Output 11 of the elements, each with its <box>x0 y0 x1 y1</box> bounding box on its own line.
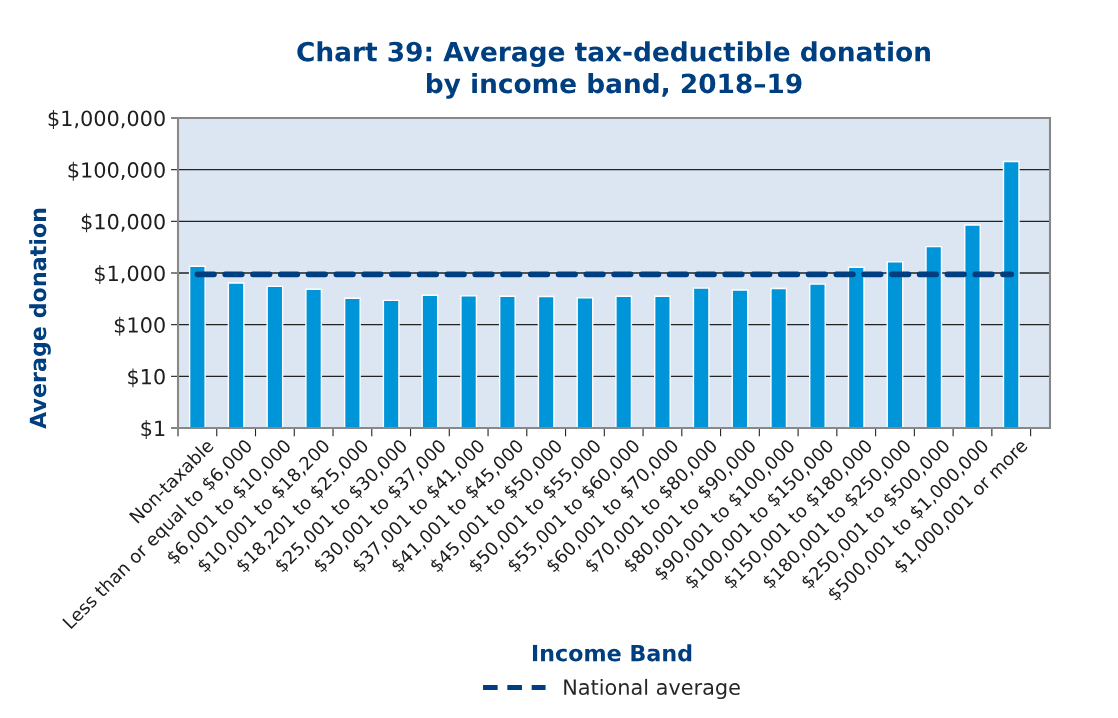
y-tick-label: $100 <box>114 316 165 336</box>
y-tick-label: $1,000,000 <box>48 110 165 129</box>
y-axis-title: Average donation <box>29 208 51 429</box>
chart-title: Chart 39: Average tax-deductible donation by income band, 2018–19 <box>297 41 930 99</box>
y-tick-label: $1 <box>141 420 165 439</box>
y-tick-label: $10 <box>128 368 165 388</box>
legend-label: National average <box>564 678 740 700</box>
y-tick-label: $10,000 <box>81 213 165 233</box>
y-tick-label: $100,000 <box>68 161 165 181</box>
y-tick-label: $1,000 <box>95 265 165 284</box>
x-axis-title: Income Band <box>532 644 692 662</box>
